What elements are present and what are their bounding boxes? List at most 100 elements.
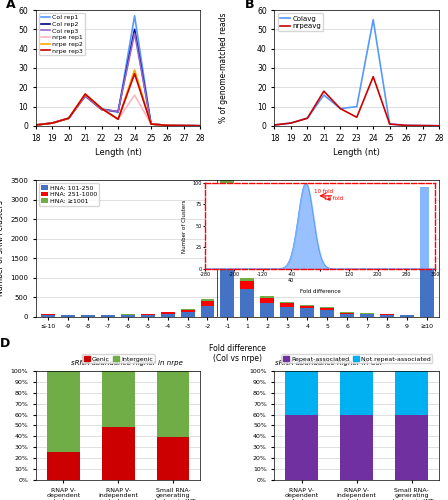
nrpe rep1 bbox=[165, 122, 170, 128]
Col rep3 bbox=[181, 122, 187, 128]
nrpe rep2 bbox=[116, 116, 121, 122]
nrpe rep3 bbox=[198, 123, 203, 129]
nrpe rep1 bbox=[132, 92, 137, 98]
nrpe rep2 bbox=[99, 106, 104, 112]
Bar bbox=[395, 371, 428, 414]
nrpe rep3 bbox=[99, 106, 104, 112]
nrpeavg bbox=[354, 114, 359, 120]
Bar bbox=[160, 314, 175, 316]
nrpe rep1 bbox=[66, 115, 71, 121]
Bar bbox=[241, 278, 254, 281]
Bar bbox=[201, 299, 215, 301]
Bar bbox=[280, 307, 294, 316]
Text: Fold difference
(Col vs nrpe): Fold difference (Col vs nrpe) bbox=[209, 344, 266, 364]
Bar bbox=[300, 305, 314, 306]
Bar bbox=[340, 312, 354, 314]
Col rep3 bbox=[33, 122, 39, 128]
Col rep3 bbox=[165, 122, 170, 128]
Colavg bbox=[354, 104, 359, 110]
Bar bbox=[102, 371, 134, 426]
Colavg bbox=[420, 122, 425, 128]
nrpeavg bbox=[370, 74, 376, 80]
Bar bbox=[156, 371, 190, 438]
Bar bbox=[360, 314, 374, 316]
Legend: Genic, Intergenic: Genic, Intergenic bbox=[82, 354, 155, 364]
nrpeavg bbox=[272, 122, 277, 128]
Col rep1 bbox=[50, 120, 55, 126]
Col rep1 bbox=[33, 122, 39, 128]
nrpe rep2 bbox=[82, 91, 88, 97]
Colavg bbox=[370, 16, 376, 22]
Col rep3 bbox=[148, 121, 154, 127]
Col rep3 bbox=[116, 108, 121, 114]
Bar bbox=[420, 240, 434, 258]
nrpeavg bbox=[387, 121, 392, 127]
Line: Colavg: Colavg bbox=[275, 20, 439, 126]
Line: nrpeavg: nrpeavg bbox=[275, 76, 439, 126]
Col rep2 bbox=[50, 120, 55, 126]
nrpe rep1 bbox=[181, 122, 187, 128]
Bar bbox=[201, 301, 215, 306]
nrpe rep2 bbox=[132, 67, 137, 73]
Bar bbox=[141, 314, 155, 316]
Legend: Col rep1, Col rep2, Col rep3, nrpe rep1, nrpe rep2, nrpe rep3: Col rep1, Col rep2, Col rep3, nrpe rep1,… bbox=[39, 13, 85, 56]
Bar bbox=[320, 308, 334, 310]
Col rep2 bbox=[181, 122, 187, 128]
Bar bbox=[300, 306, 314, 308]
Bar bbox=[260, 303, 274, 316]
Bar bbox=[380, 314, 394, 316]
Col rep1 bbox=[148, 121, 154, 127]
Y-axis label: Number of sRNA clusters: Number of sRNA clusters bbox=[0, 200, 4, 296]
nrpe rep3 bbox=[66, 115, 71, 121]
nrpe rep3 bbox=[33, 122, 39, 128]
Bar bbox=[260, 296, 274, 298]
nrpe rep2 bbox=[50, 120, 55, 126]
Col rep2 bbox=[33, 122, 39, 128]
Bar bbox=[41, 315, 55, 316]
nrpe rep3 bbox=[181, 122, 187, 128]
X-axis label: Length (nt): Length (nt) bbox=[333, 148, 380, 157]
Colavg bbox=[404, 122, 409, 128]
Col rep3 bbox=[66, 115, 71, 121]
Colavg bbox=[387, 121, 392, 127]
nrpeavg bbox=[288, 120, 293, 126]
Bar bbox=[220, 196, 234, 233]
Bar bbox=[285, 371, 319, 414]
Bar bbox=[181, 312, 194, 316]
X-axis label: Length (nt): Length (nt) bbox=[95, 148, 142, 157]
Col rep1 bbox=[181, 122, 187, 128]
nrpe rep3 bbox=[82, 91, 88, 97]
nrpe rep3 bbox=[50, 120, 55, 126]
Col rep3 bbox=[50, 120, 55, 126]
Text: sRNA abundance higher in nrpe: sRNA abundance higher in nrpe bbox=[71, 360, 182, 366]
nrpe rep2 bbox=[33, 122, 39, 128]
Colavg bbox=[338, 106, 343, 112]
nrpeavg bbox=[305, 115, 310, 121]
Text: A: A bbox=[6, 0, 16, 10]
Col rep1 bbox=[132, 13, 137, 19]
Col rep2 bbox=[116, 108, 121, 114]
nrpe rep1 bbox=[198, 123, 203, 129]
Bar bbox=[121, 314, 135, 316]
Line: Col rep1: Col rep1 bbox=[36, 16, 200, 126]
nrpe rep1 bbox=[148, 121, 154, 127]
Colavg bbox=[305, 115, 310, 121]
Legend: HNA: 101-250, HNA: 251-1000, HNA: ≥1001: HNA: 101-250, HNA: 251-1000, HNA: ≥1001 bbox=[39, 184, 99, 206]
Line: Col rep2: Col rep2 bbox=[36, 30, 200, 126]
Bar bbox=[395, 414, 428, 480]
nrpe rep3 bbox=[116, 116, 121, 122]
Bar bbox=[340, 314, 354, 316]
Col rep1 bbox=[116, 110, 121, 116]
Text: B: B bbox=[245, 0, 254, 10]
Bar bbox=[420, 258, 434, 316]
Col rep2 bbox=[148, 121, 154, 127]
Bar bbox=[320, 310, 334, 316]
nrpe rep1 bbox=[82, 91, 88, 97]
Bar bbox=[260, 298, 274, 303]
Bar bbox=[280, 302, 294, 304]
Col rep1 bbox=[66, 115, 71, 121]
Line: Col rep3: Col rep3 bbox=[36, 33, 200, 126]
nrpeavg bbox=[436, 123, 442, 129]
Bar bbox=[420, 231, 434, 240]
Bar bbox=[47, 452, 80, 480]
